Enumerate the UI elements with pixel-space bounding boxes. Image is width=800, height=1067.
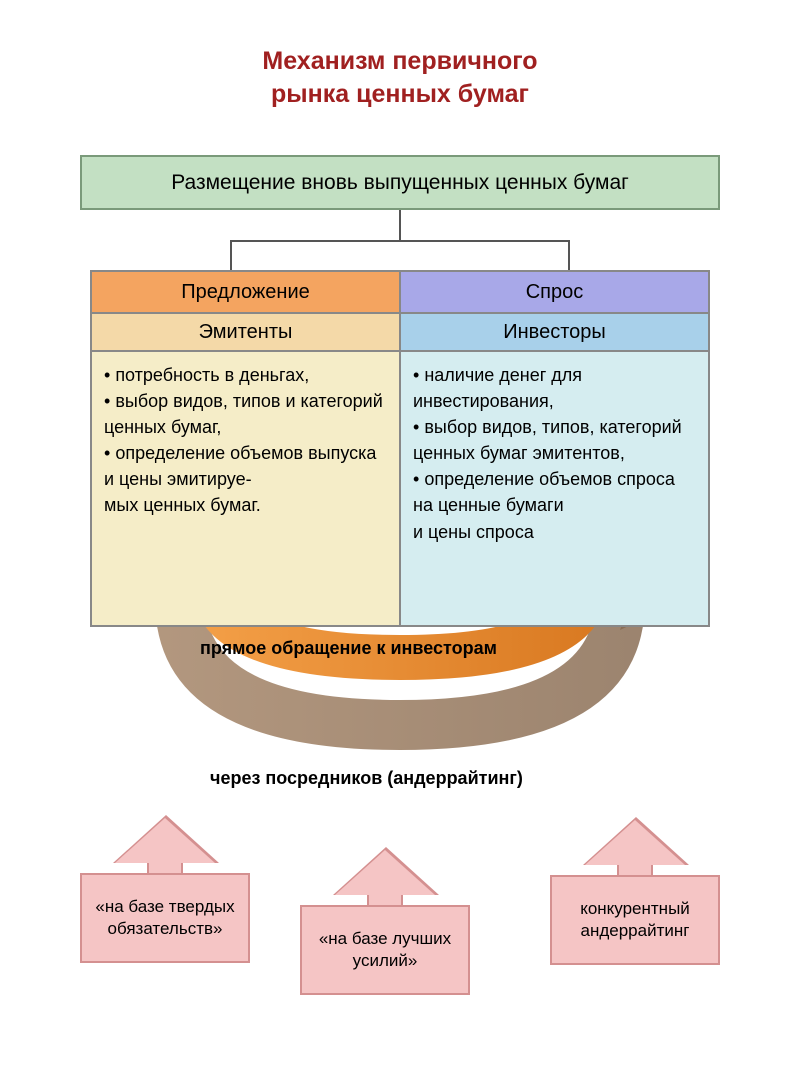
supply-item: потребность в деньгах,	[104, 362, 387, 388]
supply-tail: мых ценных бумаг.	[104, 492, 387, 518]
header-demand: Спрос	[400, 271, 709, 313]
title-line-1: Механизм первичного	[0, 45, 800, 78]
pink-box-2: «на базе лучших усилий»	[300, 905, 470, 995]
underwriting-option-3: конкурентный андеррайтинг	[550, 820, 720, 965]
header-supply: Предложение	[91, 271, 400, 313]
direct-label: прямое обращение к инвесторам	[200, 638, 497, 659]
demand-item: выбор видов, типов, категорий ценных бум…	[413, 414, 696, 466]
pink-box-3: конкурентный андеррайтинг	[550, 875, 720, 965]
connector	[230, 240, 232, 270]
supply-item: выбор видов, типов и категорий ценных бу…	[104, 388, 387, 440]
subheader-issuers: Эмитенты	[91, 313, 400, 351]
comparison-table: Предложение Спрос Эмитенты Инвесторы пот…	[90, 270, 710, 627]
placement-text: Размещение вновь выпущенных ценных бумаг	[171, 171, 629, 195]
connector	[230, 240, 570, 242]
supply-content: потребность в деньгах, выбор видов, типо…	[91, 351, 400, 626]
intermediaries-label: через посредников (андеррайтинг)	[210, 768, 523, 789]
connector	[568, 240, 570, 270]
underwriting-option-2: «на базе лучших усилий»	[300, 850, 470, 995]
subheader-investors: Инвесторы	[400, 313, 709, 351]
demand-content: наличие денег для инвестирования, выбор …	[400, 351, 709, 626]
supply-item: определение объемов выпуска и цены эмити…	[104, 440, 387, 492]
pink-box-1: «на базе твердых обязательств»	[80, 873, 250, 963]
diagram-title: Механизм первичного рынка ценных бумаг	[0, 0, 800, 110]
connector	[399, 210, 401, 240]
demand-item: определение объемов спроса на ценные бум…	[413, 466, 696, 518]
placement-box: Размещение вновь выпущенных ценных бумаг	[80, 155, 720, 210]
demand-tail: и цены спроса	[413, 519, 696, 545]
demand-item: наличие денег для инвестирования,	[413, 362, 696, 414]
underwriting-option-1: «на базе твердых обязательств»	[80, 818, 250, 963]
title-line-2: рынка ценных бумаг	[0, 78, 800, 111]
